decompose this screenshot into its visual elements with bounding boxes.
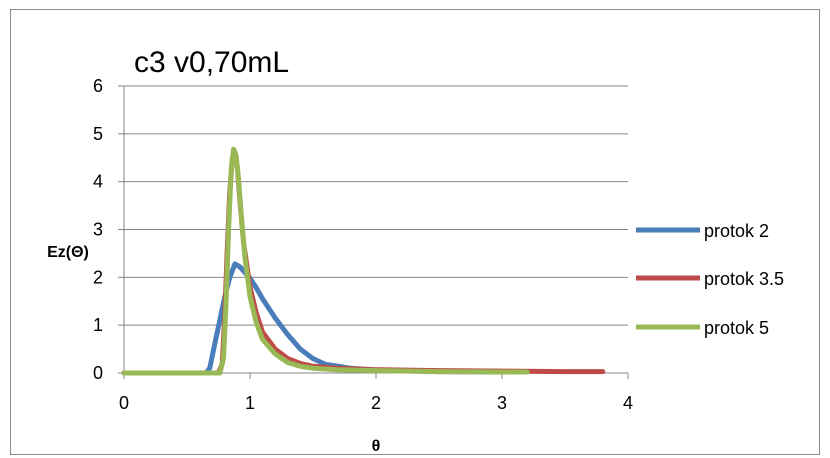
series-layer [121, 146, 606, 376]
x-axis-title: θ [372, 438, 381, 455]
y-tick-label: 5 [93, 124, 103, 144]
series-line-3 [121, 146, 530, 376]
y-tick-label: 0 [93, 363, 103, 383]
y-tick-label: 4 [93, 172, 103, 192]
legend-label: protok 3.5 [704, 269, 784, 289]
y-tick-label: 1 [93, 315, 103, 335]
y-tick-label: 6 [93, 76, 103, 96]
y-axis-ticks: 0 1 2 3 4 5 6 [93, 76, 103, 383]
x-tick-label: 0 [119, 393, 129, 413]
legend-label: protok 5 [704, 318, 769, 338]
y-axis-title: Ez(Θ) [47, 244, 89, 261]
x-tick-label: 3 [497, 393, 507, 413]
legend-label: protok 2 [704, 221, 769, 241]
series-line-2 [121, 149, 606, 376]
axes [118, 85, 629, 379]
chart-title: c3 v0,70mL [134, 46, 289, 79]
x-axis-ticks: 0 1 2 3 4 [119, 393, 633, 413]
x-tick-label: 1 [245, 393, 255, 413]
legend: protok 2 protok 3.5 protok 5 [636, 221, 784, 338]
gridlines [124, 85, 628, 326]
x-tick-label: 4 [623, 393, 633, 413]
series-line-1 [121, 261, 530, 376]
y-tick-label: 3 [93, 220, 103, 240]
x-tick-label: 2 [371, 393, 381, 413]
y-tick-label: 2 [93, 267, 103, 287]
